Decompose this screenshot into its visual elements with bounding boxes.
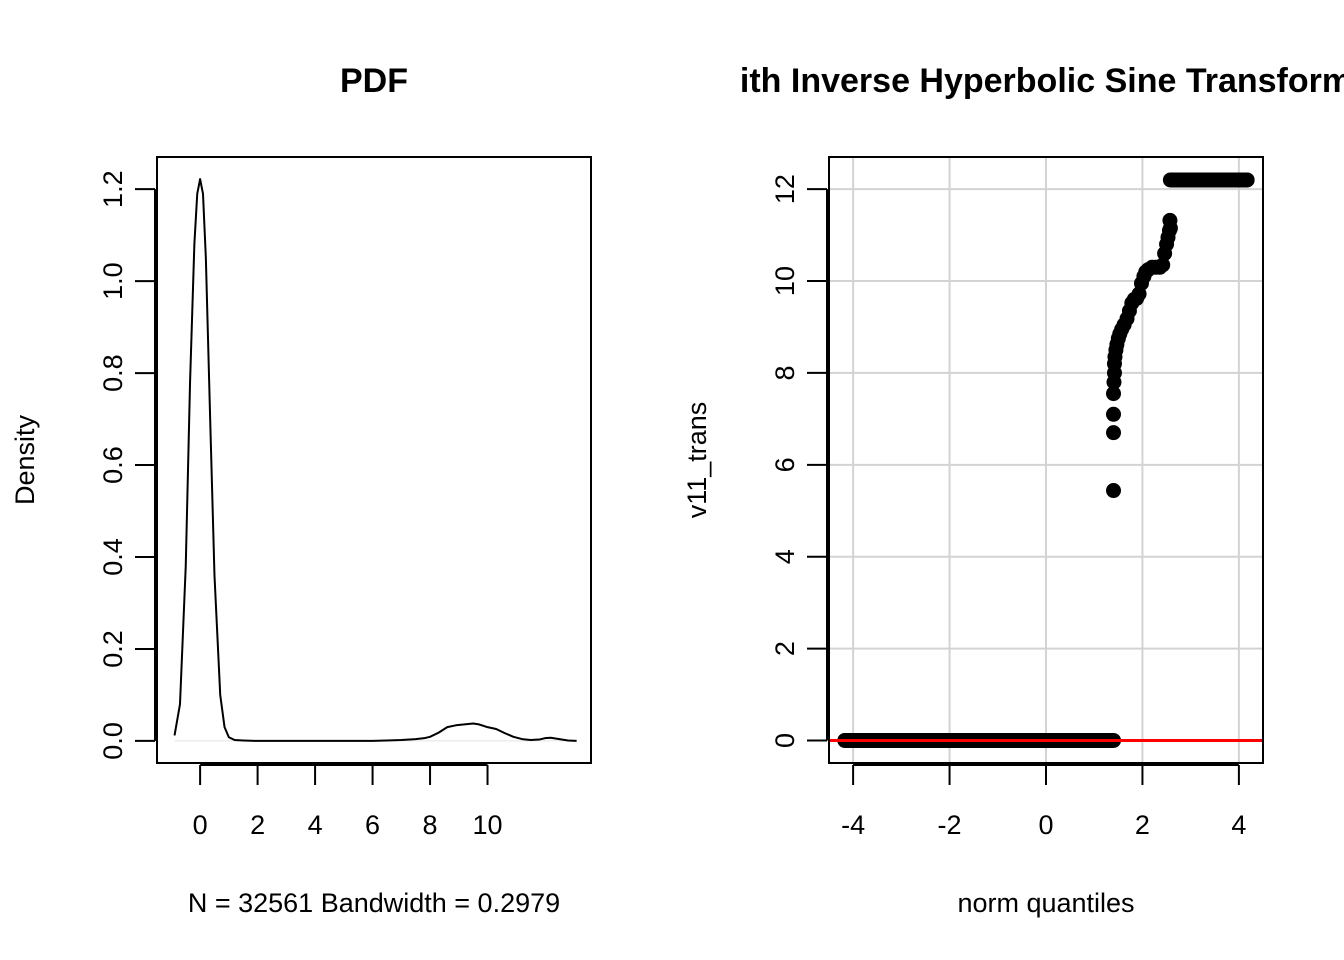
- qq-y-tick-label: 0: [770, 733, 800, 748]
- density-plot-area: [173, 178, 577, 742]
- density-x-tick-label: 0: [193, 810, 208, 840]
- density-y-tick-label: 0.8: [98, 354, 128, 392]
- qq-y-tick-label: 4: [770, 549, 800, 564]
- qq-point: [1106, 406, 1122, 422]
- qq-y-tick-label: 10: [770, 266, 800, 296]
- qq-plot-frame: [828, 156, 1264, 764]
- qq-x-tick-label: 2: [1135, 810, 1150, 840]
- density-y-tick-label: 1.2: [98, 170, 128, 208]
- density-y-tick-label: 0.2: [98, 630, 128, 668]
- qq-point: [1106, 386, 1122, 402]
- qq-point: [1155, 257, 1171, 273]
- qq-grid: [829, 157, 1263, 763]
- density-x-tick-label: 6: [365, 810, 380, 840]
- qq-y-tick-label: 6: [770, 457, 800, 472]
- density-y-tick-label: 0.6: [98, 446, 128, 484]
- qq-point: [1239, 172, 1255, 188]
- density-x-tick-label: 4: [308, 810, 323, 840]
- qq-y-tick-label: 12: [770, 174, 800, 204]
- density-y-tick-label: 1.0: [98, 262, 128, 300]
- qq-y-label: v11_trans: [682, 402, 712, 519]
- qq-point: [1162, 212, 1178, 228]
- density-x-tick-label: 2: [250, 810, 265, 840]
- qq-x-tick-label: -2: [938, 810, 962, 840]
- qq-x-label: norm quantiles: [957, 888, 1134, 918]
- qq-point: [1106, 425, 1122, 441]
- density-x-tick-label: 10: [473, 810, 503, 840]
- qq-point: [1106, 483, 1122, 499]
- density-y-axis: 0.0 0.2 0.4 0.6 0.8 1.0 1.2: [98, 170, 156, 760]
- qq-x-axis: -4 -2 0 2 4: [841, 764, 1246, 840]
- density-x-tick-label: 8: [423, 810, 438, 840]
- density-x-axis: 0 2 4 6 8 10: [193, 764, 503, 840]
- qq-plot-area: [829, 172, 1263, 748]
- qq-y-tick-label: 2: [770, 641, 800, 656]
- qq-panel: ith Inverse Hyperbolic Sine Transform -4…: [682, 62, 1344, 918]
- qq-title: ith Inverse Hyperbolic Sine Transform: [740, 62, 1344, 100]
- density-curve: [173, 178, 577, 742]
- qq-y-axis: 0 2 4 6 8 10 12: [770, 174, 828, 748]
- density-x-label: N = 32561 Bandwidth = 0.2979: [188, 888, 560, 918]
- qq-x-tick-label: 4: [1231, 810, 1246, 840]
- density-y-tick-label: 0.0: [98, 722, 128, 760]
- qq-x-tick-label: 0: [1038, 810, 1053, 840]
- qq-y-tick-label: 8: [770, 365, 800, 380]
- density-panel: PDF 0 2 4 6 8 10 0.0 0.2 0.4 0.6 0.8 1.0 1.2 N = 32…: [10, 62, 592, 918]
- density-plot-frame: [156, 156, 592, 764]
- density-y-tick-label: 0.4: [98, 538, 128, 576]
- density-title: PDF: [340, 62, 408, 100]
- qq-x-tick-label: -4: [841, 810, 865, 840]
- density-y-label: Density: [10, 414, 40, 505]
